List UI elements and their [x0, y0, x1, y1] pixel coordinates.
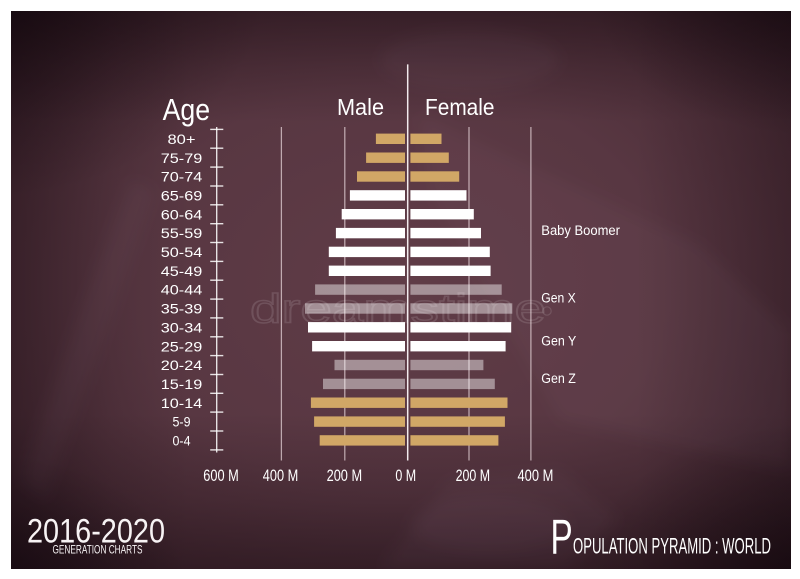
svg-text:15-19: 15-19	[161, 377, 203, 393]
svg-text:60-64: 60-64	[161, 207, 203, 223]
svg-text:2016-2020: 2016-2020	[27, 513, 165, 551]
svg-text:Baby Boomer: Baby Boomer	[541, 223, 620, 239]
svg-text:400 M: 400 M	[518, 467, 554, 485]
svg-text:0-4: 0-4	[173, 434, 191, 450]
svg-text:65-69: 65-69	[161, 189, 203, 205]
svg-text:50-54: 50-54	[161, 245, 203, 261]
svg-text:200 M: 200 M	[456, 467, 491, 485]
svg-text:25-29: 25-29	[161, 339, 203, 355]
svg-text:30-34: 30-34	[161, 320, 203, 336]
svg-text:0 M: 0 M	[395, 467, 416, 485]
svg-text:80+: 80+	[168, 132, 196, 148]
svg-text:Gen Y: Gen Y	[541, 333, 576, 349]
svg-text:600 M: 600 M	[203, 467, 239, 485]
svg-text:Female: Female	[425, 94, 495, 120]
svg-text:20-24: 20-24	[161, 358, 203, 374]
svg-text:45-49: 45-49	[161, 264, 203, 280]
svg-text:5-9: 5-9	[173, 415, 191, 431]
svg-text:OPULATION PYRAMID : WORLD: OPULATION PYRAMID : WORLD	[573, 534, 771, 559]
svg-text:35-39: 35-39	[161, 302, 203, 318]
svg-text:GENERATION CHARTS: GENERATION CHARTS	[53, 544, 143, 557]
svg-text:Male: Male	[337, 94, 384, 120]
svg-text:P: P	[551, 510, 573, 565]
svg-text:55-59: 55-59	[161, 226, 203, 242]
svg-text:40-44: 40-44	[161, 283, 203, 299]
svg-text:400 M: 400 M	[263, 467, 299, 485]
svg-text:Gen X: Gen X	[541, 290, 576, 306]
svg-text:10-14: 10-14	[161, 396, 203, 412]
svg-text:75-79: 75-79	[161, 151, 203, 167]
svg-text:Gen Z: Gen Z	[541, 371, 576, 387]
svg-text:Age: Age	[163, 93, 211, 127]
svg-text:200 M: 200 M	[327, 467, 363, 485]
svg-text:70-74: 70-74	[161, 170, 203, 186]
